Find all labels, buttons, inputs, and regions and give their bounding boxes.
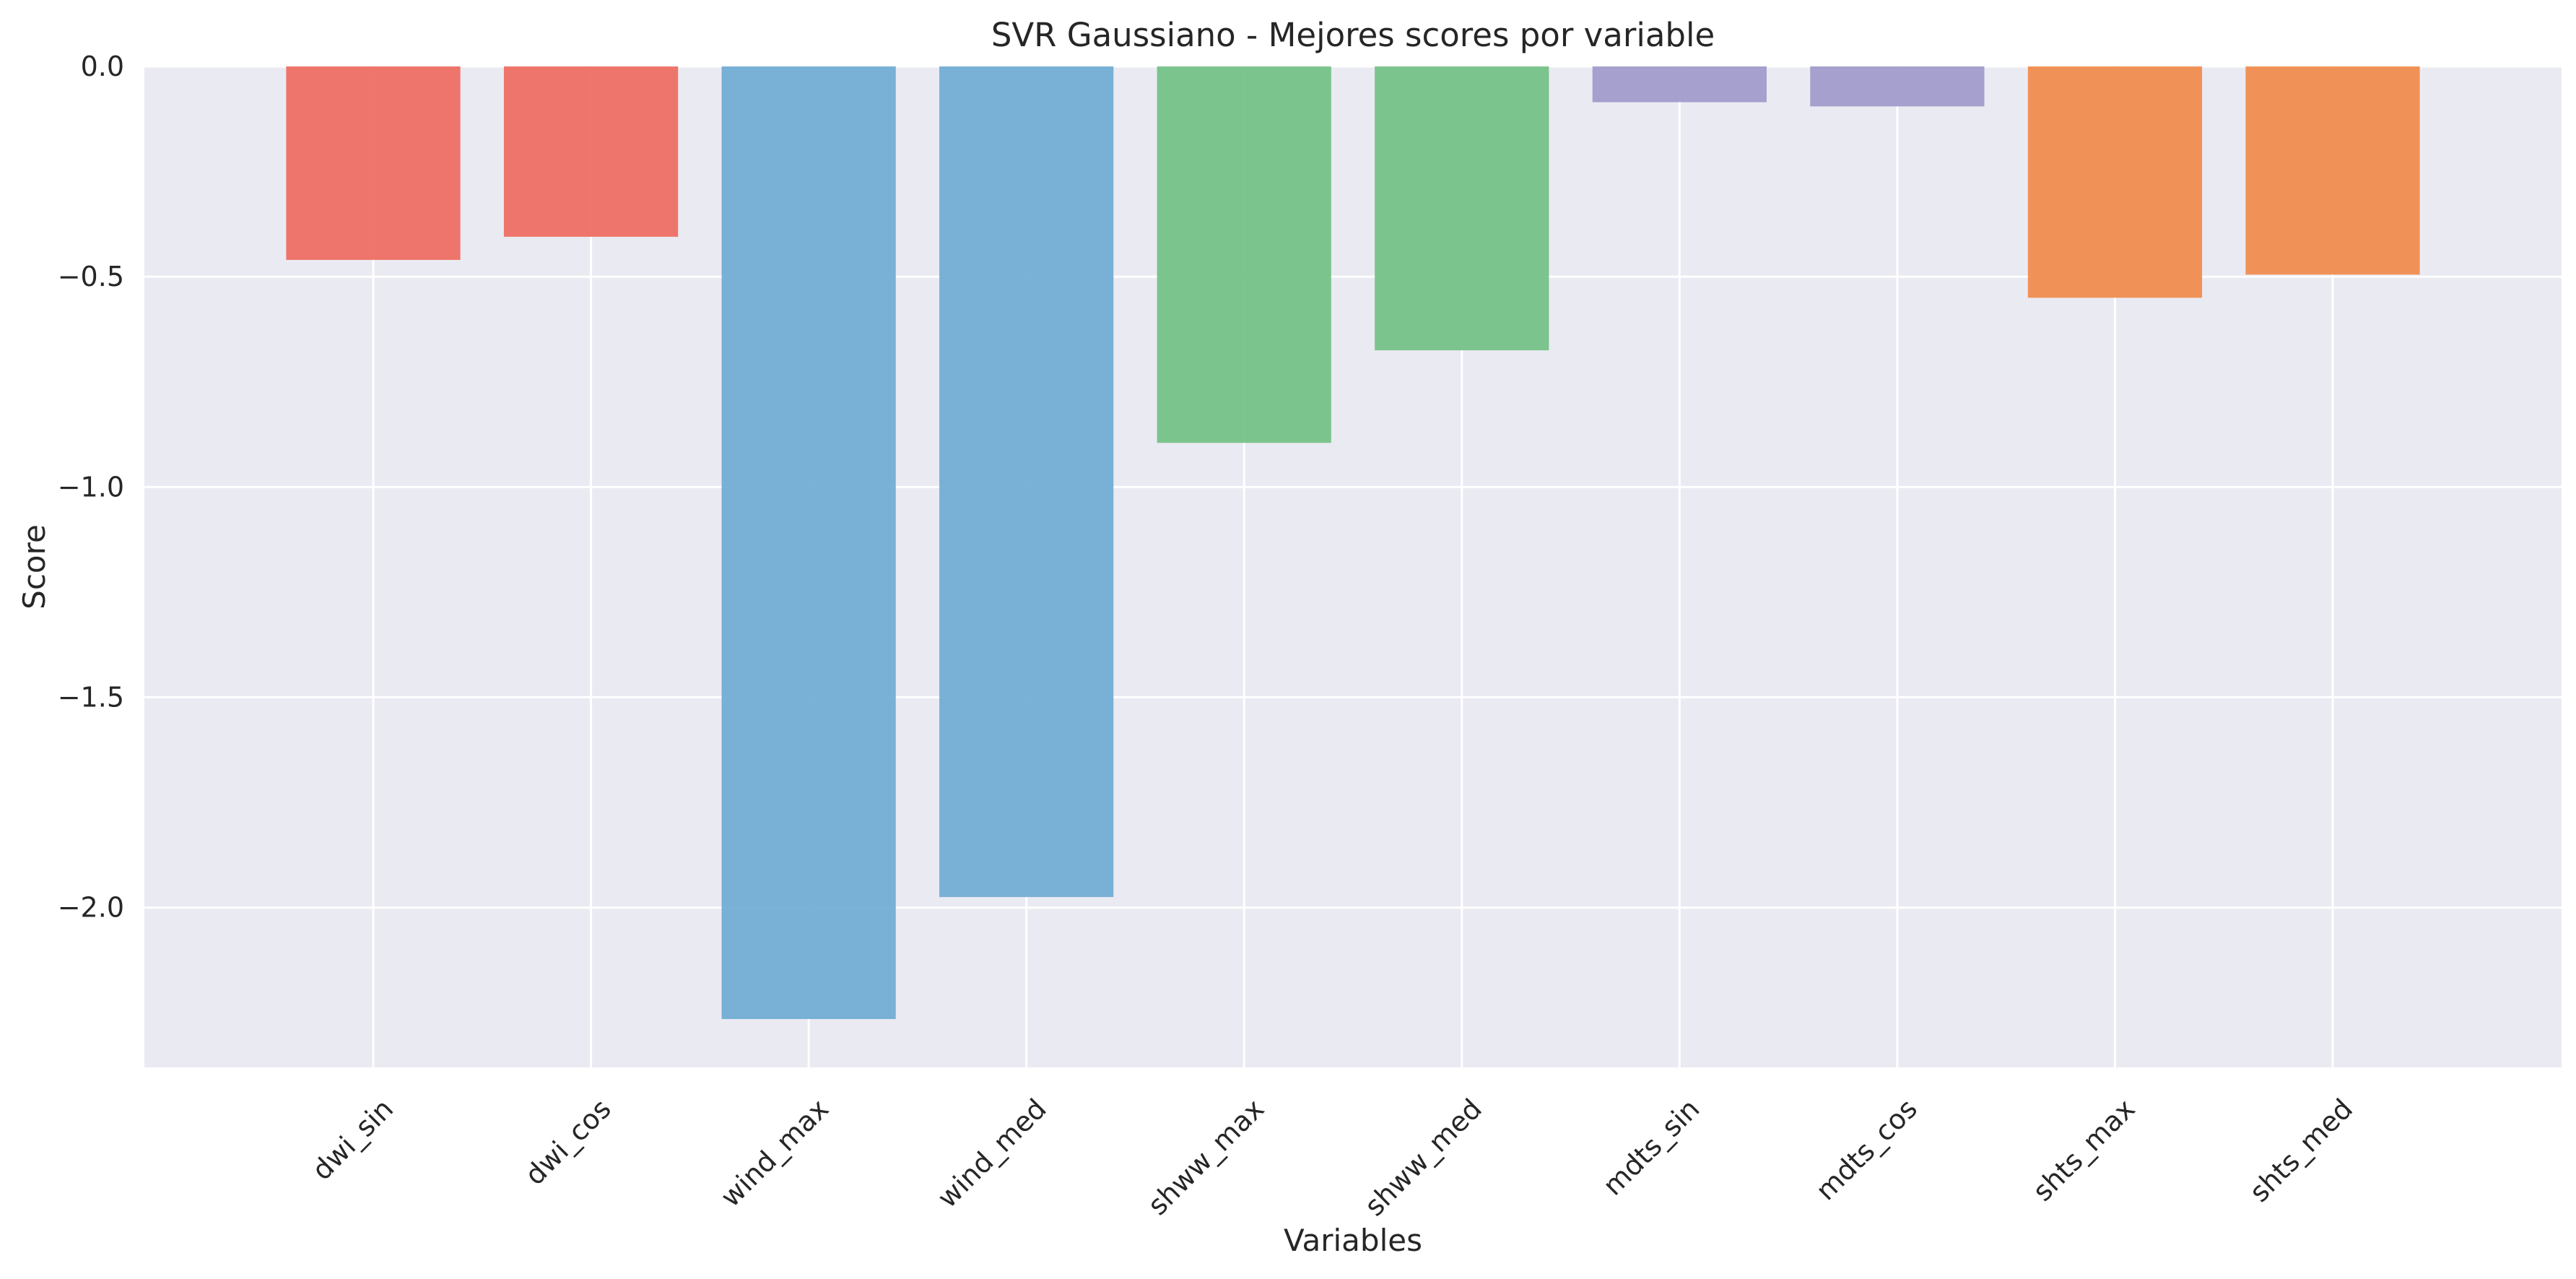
x-tick-label: dwi_sin	[306, 1093, 400, 1187]
x-tick-label: wind_med	[931, 1093, 1053, 1214]
y-tick-label: −1.0	[58, 471, 124, 503]
chart-title: SVR Gaussiano - Mejores scores por varia…	[991, 16, 1715, 54]
bar-shww-max	[1157, 66, 1331, 443]
bar-dwi-sin	[286, 66, 461, 260]
x-tick-label: shww_max	[1141, 1093, 1270, 1221]
x-tick-label: mdts_cos	[1810, 1093, 1924, 1207]
x-tick-label: dwi_cos	[518, 1093, 617, 1191]
bar-mdts-cos	[1810, 66, 1985, 107]
y-tick-label: −0.5	[58, 261, 124, 292]
x-tick-label: mdts_sin	[1597, 1093, 1706, 1202]
x-tick-label: shts_max	[2027, 1093, 2141, 1208]
x-tick-label: shww_med	[1359, 1093, 1488, 1222]
y-tick-label: −2.0	[58, 892, 124, 924]
y-tick-label: −1.5	[58, 682, 124, 714]
x-tick-labels: dwi_sin dwi_cos wind_max wind_med shww_max sh…	[306, 1093, 2359, 1222]
x-axis-label: Variables	[1284, 1223, 1422, 1258]
bar-shts-med	[2245, 66, 2420, 275]
y-tick-labels: 0.0 −0.5 −1.0 −1.5 −2.0	[58, 51, 124, 924]
bar-shww-med	[1375, 66, 1549, 351]
bar-wind-med	[939, 66, 1114, 898]
y-tick-label: 0.0	[81, 51, 124, 82]
y-axis-label: Score	[17, 524, 52, 610]
bar-dwi-cos	[503, 66, 679, 237]
x-tick-label: shts_med	[2243, 1093, 2359, 1208]
x-tick-label: wind_max	[715, 1093, 835, 1213]
bar-wind-max	[721, 66, 896, 1020]
bars	[286, 66, 2420, 1020]
bar-mdts-sin	[1592, 66, 1767, 103]
bar-shts-max	[2027, 66, 2203, 298]
